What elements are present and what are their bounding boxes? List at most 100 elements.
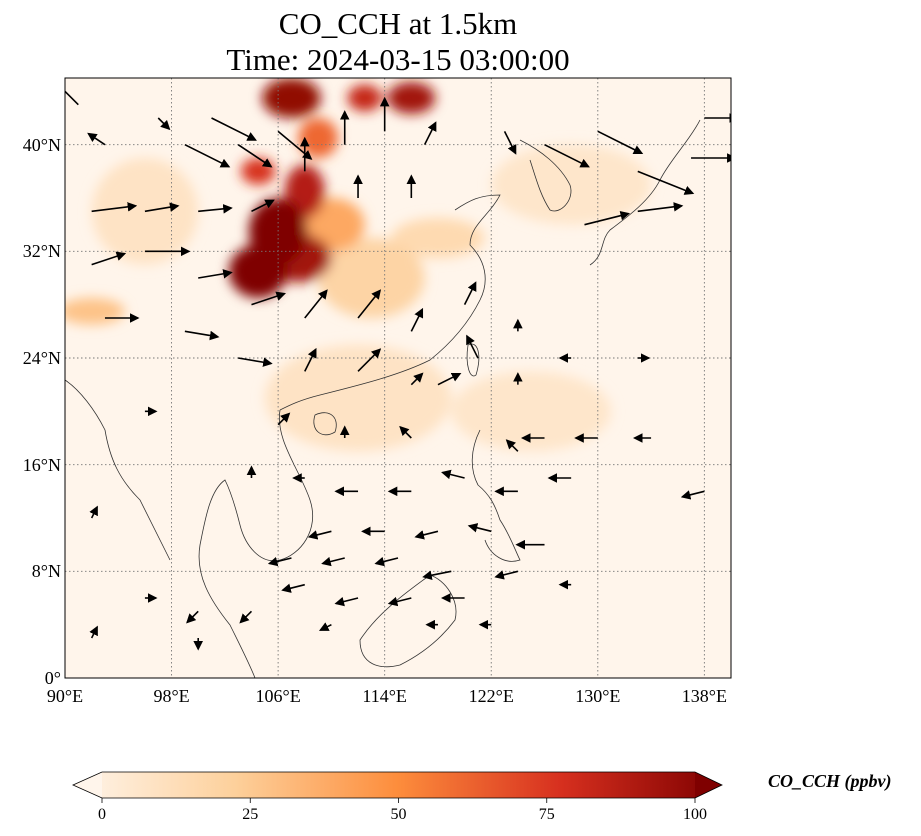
- korea-coastline: [519, 139, 572, 212]
- wind-arrow: [467, 523, 492, 533]
- wind-arrow: [423, 121, 437, 146]
- hainan-coastline: [313, 412, 337, 436]
- colorbar-extend-high: [695, 772, 722, 798]
- map-frame: [64, 77, 732, 679]
- colorbar-tick-label: 25: [242, 806, 259, 823]
- wind-arrow: [91, 202, 138, 213]
- wind-arrow: [251, 199, 275, 213]
- wind-arrow: [399, 425, 412, 439]
- co-plume-4: [391, 218, 485, 258]
- wind-arrow: [157, 117, 171, 131]
- wind-arrow: [211, 117, 257, 141]
- wind-arrow: [184, 143, 231, 168]
- wind-arrow: [277, 130, 313, 160]
- indochina-coastline: [198, 409, 314, 678]
- wind-arrow: [357, 289, 382, 319]
- lat-tick-label: 24°N: [22, 348, 61, 368]
- wind-arrow: [466, 334, 479, 359]
- wind-arrow: [304, 289, 328, 319]
- wind-arrow: [144, 202, 180, 213]
- wind-arrow: [251, 291, 286, 306]
- wind-arrow: [544, 143, 590, 168]
- lon-tick-label: 98°E: [153, 686, 190, 706]
- lat-tick-label: 32°N: [22, 241, 61, 262]
- wind-arrow: [503, 130, 517, 155]
- lon-tick-label: 114°E: [362, 686, 407, 706]
- gridlines: [65, 78, 731, 678]
- wind-arrow: [374, 556, 399, 567]
- wind-arrow: [307, 530, 332, 540]
- colorbar-tick-label: 75: [538, 806, 555, 823]
- taiwan-coastline: [466, 343, 480, 377]
- wind-vectors: [65, 81, 731, 651]
- lat-tick-label: 40°N: [22, 134, 61, 155]
- wind-arrow: [597, 130, 644, 155]
- lon-tick-label: 138°E: [681, 686, 727, 706]
- wind-arrow: [637, 202, 684, 213]
- philippines-coastline: [471, 429, 521, 562]
- lon-tick-label: 122°E: [468, 686, 514, 706]
- wind-arrow: [237, 144, 273, 168]
- wind-arrow: [494, 570, 519, 580]
- wind-arrow: [89, 505, 98, 519]
- wind-arrow: [637, 170, 695, 195]
- co-plume-6: [65, 298, 125, 325]
- wind-arrow: [387, 596, 412, 607]
- wind-arrow: [321, 556, 345, 567]
- wind-arrow: [239, 610, 253, 624]
- lat-tick-label: 0°: [44, 668, 61, 688]
- co-plume-5: [318, 238, 425, 318]
- lon-tick-label: 90°E: [46, 686, 84, 706]
- co-plume-10: [347, 84, 383, 112]
- coastlines: [65, 119, 701, 678]
- wind-arrow: [414, 530, 439, 540]
- colorbar-extend-low: [73, 772, 102, 798]
- colorbar-tick-label: 50: [390, 806, 407, 823]
- co-plume-14: [262, 78, 321, 118]
- wind-arrow: [410, 372, 424, 386]
- wind-arrow: [304, 347, 317, 372]
- wind-arrow: [318, 622, 332, 631]
- borneo-coastline: [359, 574, 457, 668]
- wind-arrow: [357, 348, 382, 372]
- lon-tick-label: 130°E: [575, 686, 621, 706]
- co-plume-13: [387, 82, 436, 114]
- co-plume-0: [491, 144, 652, 225]
- wind-arrow: [463, 281, 477, 306]
- wind-arrow: [198, 204, 233, 214]
- colorbar: [72, 771, 723, 803]
- wind-arrow: [334, 596, 359, 607]
- wind-arrow: [238, 357, 273, 367]
- co-plume-9: [240, 158, 276, 185]
- wind-arrow: [680, 490, 705, 500]
- lat-tick-label: 8°N: [31, 561, 61, 582]
- wind-arrow: [91, 251, 127, 266]
- wind-arrow: [184, 330, 220, 341]
- wind-arrow: [89, 625, 98, 639]
- co-plume-1: [451, 371, 612, 452]
- wind-arrow: [277, 412, 291, 426]
- lon-tick-label: 106°E: [255, 686, 301, 706]
- wind-arrow: [198, 269, 233, 279]
- myanmar-coastline: [65, 379, 171, 561]
- wind-arrow: [441, 469, 465, 480]
- wind-arrow: [186, 610, 199, 624]
- colorbar-tick-label: 0: [98, 806, 106, 823]
- colorbar-fill: [73, 772, 722, 798]
- chart-subtitle-time: Time: 2024-03-15 03:00:00: [226, 42, 570, 77]
- wind-arrow: [437, 372, 462, 386]
- wind-arrow: [87, 132, 106, 146]
- china-coastline: [279, 194, 501, 411]
- lat-tick-label: 16°N: [22, 454, 61, 475]
- japan-coastline: [589, 119, 701, 266]
- wind-arrow: [584, 210, 631, 226]
- wind-arrow: [422, 570, 452, 580]
- co-plume-3: [264, 344, 452, 452]
- wind-arrow: [505, 439, 519, 452]
- chart-title: CO_CCH at 1.5km: [278, 6, 518, 41]
- co-plume-8: [298, 118, 339, 158]
- wind-arrow: [410, 307, 424, 332]
- colorbar-tick-label: 100: [683, 806, 707, 823]
- wind-arrow: [281, 583, 305, 593]
